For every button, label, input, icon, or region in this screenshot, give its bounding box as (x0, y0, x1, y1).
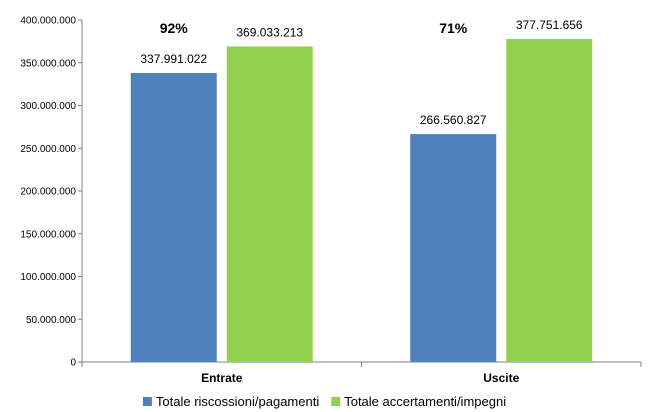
bar-value-label: 377.751.656 (516, 18, 583, 32)
chart-legend: Totale riscossioni/pagamenti Totale accer… (142, 394, 506, 409)
y-tick-label: 300.000.000 (20, 101, 76, 112)
legend-swatch-series-1 (142, 397, 152, 406)
legend-swatch-series-2 (331, 397, 341, 406)
y-axis-ticks: 0 50.000.000 100.000.000 150.000.000 200.000… (20, 16, 82, 369)
bar-entrate-series-2 (226, 46, 313, 363)
bar-value-label: 337.991.022 (140, 52, 207, 66)
ratio-annotation: 71% (439, 20, 468, 36)
bar-entrate-series-1 (130, 73, 217, 363)
x-category-label: Entrate (201, 371, 243, 385)
y-tick-label: 100.000.000 (20, 272, 76, 283)
y-tick-label: 350.000.000 (20, 58, 76, 69)
ratio-annotation: 92% (160, 20, 189, 36)
x-category-label: Uscite (483, 371, 519, 385)
y-tick-label: 200.000.000 (20, 187, 76, 198)
y-tick-label: 400.000.000 (20, 16, 76, 27)
legend-label-series-1: Totale riscossioni/pagamenti (156, 394, 319, 409)
bar-value-label: 369.033.213 (236, 25, 303, 39)
y-tick-label: 50.000.000 (26, 315, 76, 326)
legend-label-series-2: Totale accertamenti/impegni (344, 394, 506, 409)
chart-bars (130, 39, 593, 363)
y-tick-label: 250.000.000 (20, 144, 76, 155)
bar-uscite-series-2 (506, 39, 593, 362)
y-tick-label: 0 (70, 358, 76, 369)
chart-labels: 337.991.022 369.033.213 Entrate 92% 266.560.… (140, 18, 583, 385)
bar-uscite-series-1 (410, 134, 497, 362)
bar-value-label: 266.560.827 (420, 113, 487, 127)
y-tick-label: 150.000.000 (20, 229, 76, 240)
